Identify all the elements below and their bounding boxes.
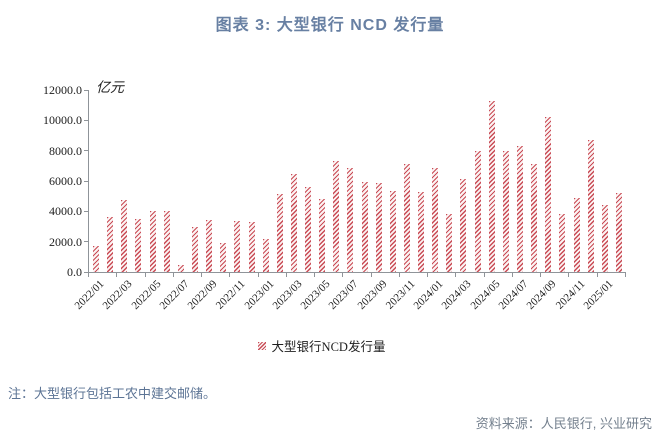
bar xyxy=(545,117,552,272)
x-axis-tick xyxy=(88,273,89,277)
bar xyxy=(333,161,340,272)
bar xyxy=(248,221,255,272)
bar xyxy=(403,164,410,272)
x-axis-tick xyxy=(568,273,570,277)
y-axis-tick-label: 4000.0 xyxy=(49,204,82,219)
bar xyxy=(234,221,241,272)
legend-label: 大型银行NCD发行量 xyxy=(271,340,386,354)
x-axis-tick xyxy=(455,273,457,277)
chart-title: 图表 3: 大型银行 NCD 发行量 xyxy=(215,17,445,34)
bar xyxy=(177,265,184,272)
bar xyxy=(446,213,453,272)
x-axis-tick xyxy=(257,273,259,277)
y-axis-tick xyxy=(84,210,88,212)
y-axis-tick-label: 0.0 xyxy=(67,265,82,279)
y-axis-unit-label: 亿元 xyxy=(96,81,124,96)
x-axis-tick xyxy=(285,273,287,277)
bar xyxy=(191,227,198,272)
bar xyxy=(601,205,608,272)
y-axis-tick-label: 12000.0 xyxy=(43,83,82,97)
x-axis-tick xyxy=(172,273,174,277)
bar xyxy=(206,219,213,272)
bar xyxy=(573,197,580,272)
bar xyxy=(163,210,170,272)
bar xyxy=(149,210,156,272)
bar xyxy=(121,200,128,272)
bar xyxy=(135,218,142,272)
plot-area xyxy=(88,90,626,273)
y-axis-tick-label: 10000.0 xyxy=(43,113,82,128)
x-axis-tick xyxy=(229,273,231,277)
bar xyxy=(488,101,495,272)
bar xyxy=(460,178,467,272)
bar xyxy=(615,193,622,272)
bar xyxy=(389,190,396,272)
y-axis-tick xyxy=(84,89,88,91)
x-axis-tick xyxy=(483,273,485,277)
footnote: 注：大型银行包括工农中建交邮储。 xyxy=(8,386,217,401)
x-axis-tick xyxy=(342,273,344,277)
bar xyxy=(418,192,425,272)
bar xyxy=(375,182,382,272)
source-credit: 资料来源：人民银行, 兴业研究 xyxy=(475,416,652,431)
x-axis-tick xyxy=(427,273,429,277)
y-axis-tick xyxy=(84,119,88,121)
bar xyxy=(559,214,566,272)
bar xyxy=(220,243,227,272)
bar xyxy=(319,199,326,272)
bar xyxy=(290,174,297,272)
x-axis-tick xyxy=(144,273,146,277)
bar xyxy=(531,164,538,272)
x-axis-tick xyxy=(314,273,316,277)
bar xyxy=(347,168,354,272)
x-axis-tick xyxy=(201,273,203,277)
bar xyxy=(474,150,481,272)
y-axis-tick xyxy=(84,150,88,152)
legend: 大型银行NCD发行量 xyxy=(53,336,590,355)
y-axis-tick xyxy=(84,271,88,273)
bar xyxy=(305,187,312,272)
y-axis-tick xyxy=(84,241,88,243)
y-axis-tick xyxy=(84,180,88,182)
y-axis-tick-label: 2000.0 xyxy=(49,234,82,249)
x-axis-tick xyxy=(398,273,400,277)
bar xyxy=(262,239,269,272)
bar xyxy=(107,217,114,272)
bar xyxy=(93,245,100,272)
x-axis-tick xyxy=(511,273,513,277)
x-axis-tick xyxy=(596,273,598,277)
y-axis-tick-label: 6000.0 xyxy=(49,174,82,188)
legend-swatch-icon xyxy=(257,341,266,350)
bar xyxy=(502,151,509,272)
x-axis-tick xyxy=(540,273,542,277)
bar xyxy=(517,146,523,272)
bar xyxy=(587,140,594,272)
bar xyxy=(276,193,283,272)
bar xyxy=(432,168,439,272)
x-axis-tick xyxy=(625,273,626,277)
x-axis-tick xyxy=(370,273,372,277)
x-axis-tick xyxy=(116,273,118,277)
y-axis-tick-label: 8000.0 xyxy=(49,143,82,158)
bar xyxy=(361,181,368,272)
